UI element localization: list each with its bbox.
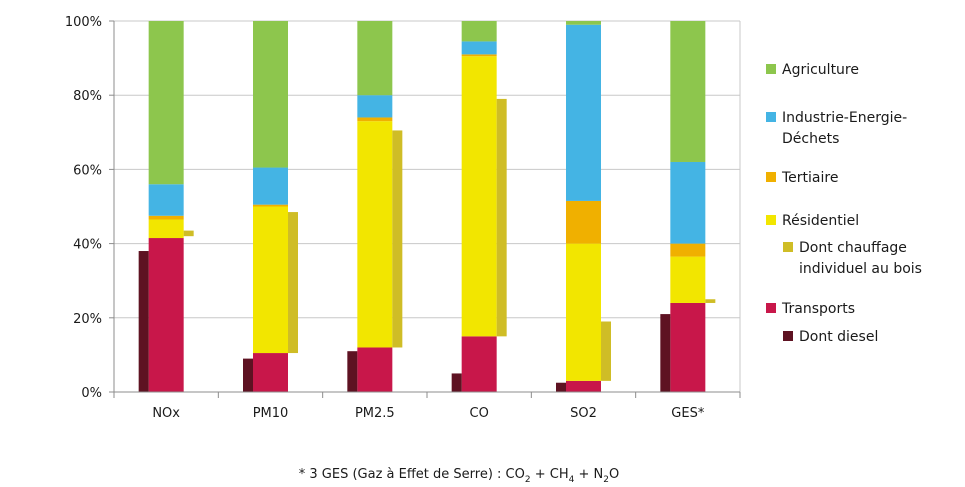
legend-swatch bbox=[766, 215, 776, 225]
category-label: PM2.5 bbox=[355, 406, 395, 421]
bar-segment bbox=[357, 21, 393, 96]
bar-segment bbox=[461, 56, 497, 337]
bar-segment bbox=[357, 121, 393, 348]
legend-swatch bbox=[766, 172, 776, 182]
legend-label: Industrie-Energie- bbox=[782, 110, 907, 126]
legend-label: Transports bbox=[781, 301, 855, 317]
bar-segment bbox=[253, 167, 288, 205]
bar-segment bbox=[566, 21, 601, 25]
y-axis-ticks: 0% 20% 40% 60% 80% 100% bbox=[65, 15, 114, 401]
bar-segment bbox=[670, 21, 706, 162]
category-label: SO2 bbox=[570, 406, 597, 421]
y-tick-label: 60% bbox=[73, 163, 102, 178]
legend-swatch bbox=[766, 303, 776, 313]
sub-bar-diesel bbox=[347, 351, 358, 392]
bar-segment bbox=[566, 380, 601, 392]
bar-segment bbox=[253, 206, 288, 354]
y-tick-label: 100% bbox=[65, 15, 102, 30]
bar-segment bbox=[670, 161, 706, 244]
category-label: NOx bbox=[152, 406, 180, 421]
category-label: CO bbox=[470, 406, 489, 421]
sub-bar-diesel bbox=[660, 314, 671, 392]
legend-label: Dont diesel bbox=[799, 329, 878, 345]
sub-bar-bois bbox=[183, 230, 194, 237]
y-tick-label: 0% bbox=[81, 386, 102, 401]
bar-segment bbox=[148, 215, 184, 220]
gridlines bbox=[113, 20, 741, 392]
bar-segment bbox=[253, 353, 288, 392]
bar-segment bbox=[670, 243, 706, 257]
legend: Agriculture Industrie-Energie- Déchets Tert… bbox=[766, 62, 922, 345]
legend-swatch bbox=[783, 242, 793, 252]
bar-segment bbox=[670, 256, 706, 303]
bar-segment bbox=[670, 302, 706, 392]
sub-bar-bois bbox=[288, 212, 298, 354]
legend-swatch bbox=[766, 112, 776, 122]
y-tick-label: 40% bbox=[73, 238, 102, 253]
legend-swatch bbox=[766, 64, 776, 74]
legend-swatch bbox=[783, 331, 793, 341]
legend-label: Tertiaire bbox=[781, 170, 838, 186]
bar-segment bbox=[148, 21, 184, 185]
y-tick-label: 80% bbox=[73, 89, 102, 104]
bar-segment bbox=[566, 243, 601, 381]
bar-segment bbox=[148, 219, 184, 239]
legend-label: Agriculture bbox=[782, 62, 859, 78]
bar-segment bbox=[461, 21, 497, 42]
bar-segment bbox=[357, 95, 393, 118]
legend-label-line2: individuel au bois bbox=[799, 261, 922, 277]
x-axis: NOx PM10 PM2.5 CO SO2 GES* bbox=[113, 391, 741, 421]
bar-segment bbox=[566, 24, 601, 201]
legend-label-line2: Déchets bbox=[782, 131, 839, 147]
sub-bar-bois bbox=[601, 321, 611, 381]
sub-bar-diesel bbox=[243, 358, 253, 392]
bar-segment bbox=[148, 238, 184, 392]
bar-segment bbox=[148, 184, 184, 216]
category-label: GES* bbox=[671, 406, 705, 421]
footnote: * 3 GES (Gaz à Effet de Serre) : CO2 + C… bbox=[299, 467, 619, 485]
legend-label: Dont chauffage bbox=[799, 240, 907, 256]
sub-bar-bois bbox=[496, 98, 507, 337]
sub-bar-diesel bbox=[556, 382, 566, 392]
bar-segment bbox=[357, 347, 393, 392]
category-label: PM10 bbox=[253, 406, 289, 421]
sub-bar-diesel bbox=[451, 373, 462, 392]
sub-bar-diesel bbox=[138, 251, 149, 392]
sub-bar-bois bbox=[392, 130, 403, 348]
bar-segment bbox=[461, 54, 497, 57]
bar-segment bbox=[357, 117, 393, 122]
bar-segment bbox=[253, 204, 288, 207]
bar-segment bbox=[461, 41, 497, 55]
bar-segment bbox=[566, 200, 601, 244]
sub-bar-bois bbox=[705, 299, 716, 303]
bars bbox=[138, 21, 716, 392]
bar-segment bbox=[253, 21, 288, 168]
y-tick-label: 20% bbox=[73, 312, 102, 327]
legend-label: Résidentiel bbox=[782, 213, 859, 229]
bar-segment bbox=[461, 336, 497, 392]
